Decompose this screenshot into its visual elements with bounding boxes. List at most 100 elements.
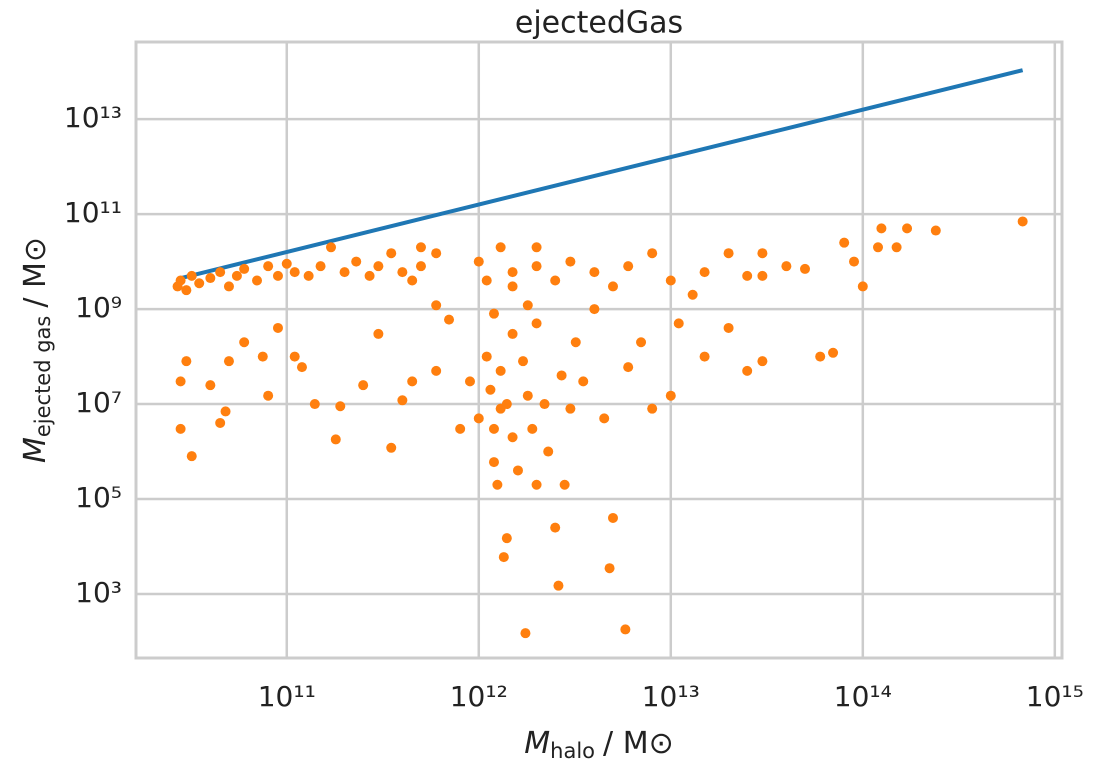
point: [891, 242, 902, 253]
point: [1017, 216, 1028, 227]
point: [522, 300, 533, 311]
point: [351, 256, 362, 267]
point: [543, 446, 554, 457]
point: [488, 423, 499, 434]
point: [281, 258, 292, 269]
point: [473, 256, 484, 267]
point: [699, 267, 710, 278]
point: [522, 390, 533, 401]
point: [501, 533, 512, 544]
point: [186, 270, 197, 281]
point: [849, 256, 860, 267]
point: [553, 580, 564, 591]
point: [181, 356, 192, 367]
point: [223, 356, 234, 367]
point: [481, 351, 492, 362]
point: [723, 322, 734, 333]
point: [231, 270, 242, 281]
point: [289, 267, 300, 278]
point: [386, 442, 397, 453]
point: [481, 275, 492, 286]
point: [531, 318, 542, 329]
point: [186, 451, 197, 462]
x-tick-label: 10¹⁴: [834, 680, 892, 713]
point: [815, 351, 826, 362]
point: [175, 275, 186, 286]
point: [485, 384, 496, 395]
point: [495, 242, 506, 253]
point: [397, 267, 408, 278]
point: [220, 406, 231, 417]
point: [623, 362, 634, 373]
point: [518, 356, 529, 367]
point: [501, 399, 512, 410]
point: [257, 351, 268, 362]
point: [296, 362, 307, 373]
point: [175, 376, 186, 387]
point: [181, 285, 192, 296]
point: [315, 261, 326, 272]
point: [415, 242, 426, 253]
point: [507, 328, 518, 339]
point: [507, 432, 518, 443]
x-tick-label: 10¹³: [642, 680, 700, 713]
point: [358, 380, 369, 391]
point: [205, 273, 216, 284]
point: [742, 270, 753, 281]
point: [488, 308, 499, 319]
point: [488, 457, 499, 468]
point: [339, 267, 350, 278]
point: [607, 512, 618, 523]
point: [431, 248, 442, 259]
point: [531, 261, 542, 272]
point: [431, 300, 442, 311]
y-tick-label: 10¹³: [64, 101, 122, 134]
point: [565, 256, 576, 267]
y-tick-label: 10³: [75, 576, 122, 609]
x-label-subscript: halo: [550, 739, 595, 763]
point: [373, 261, 384, 272]
point: [665, 390, 676, 401]
point: [876, 223, 887, 234]
y-label-subscript: ejected gas: [31, 316, 55, 438]
y-tick-label: 10⁵: [75, 481, 122, 514]
point: [507, 267, 518, 278]
point: [272, 322, 283, 333]
point: [550, 275, 561, 286]
y-label-unit: / M⊙: [18, 237, 53, 308]
y-tick-label: 10¹¹: [64, 196, 122, 229]
point: [604, 563, 615, 574]
point: [507, 281, 518, 292]
point: [239, 337, 250, 348]
point: [326, 242, 337, 253]
point: [623, 261, 634, 272]
point: [364, 270, 375, 281]
point: [527, 423, 538, 434]
x-tick-label: 10¹⁵: [1026, 680, 1084, 713]
point: [289, 351, 300, 362]
point: [415, 261, 426, 272]
point: [495, 365, 506, 376]
point: [839, 237, 850, 248]
x-axis-label: Mhalo / M⊙: [524, 726, 673, 764]
point: [873, 242, 884, 253]
point: [620, 624, 631, 635]
plot-frame: [134, 40, 1064, 660]
y-tick-label: 10⁷: [75, 386, 122, 419]
point: [373, 328, 384, 339]
point: [570, 337, 581, 348]
point: [531, 479, 542, 490]
point: [757, 270, 768, 281]
y-tick-label: 10⁹: [75, 291, 122, 324]
point: [902, 223, 913, 234]
point: [647, 248, 658, 259]
x-tick-label: 10¹²: [450, 680, 508, 713]
point: [397, 395, 408, 406]
point: [215, 267, 226, 278]
point: [550, 522, 561, 533]
point: [272, 270, 283, 281]
point: [930, 225, 941, 236]
y-axis-label: Mejected gas / M⊙: [18, 237, 56, 463]
point: [742, 365, 753, 376]
point: [239, 263, 250, 274]
